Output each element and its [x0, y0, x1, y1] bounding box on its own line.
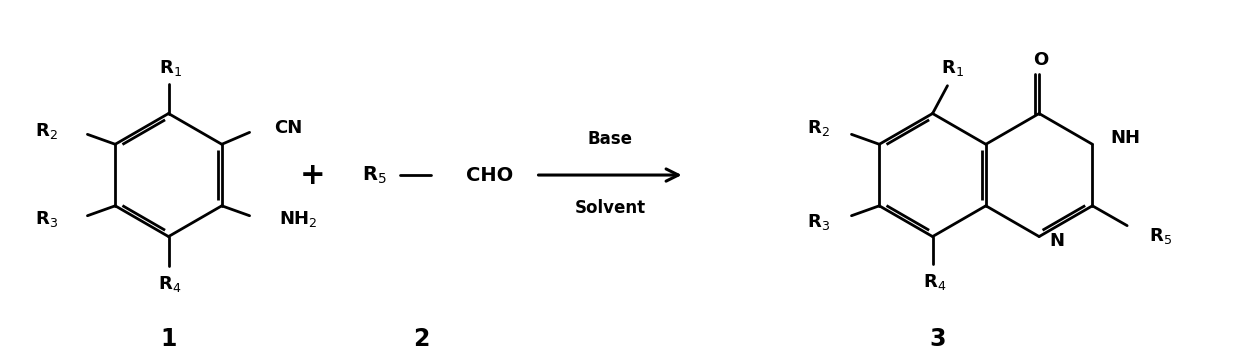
Text: +: +	[300, 161, 325, 189]
Text: R$_1$: R$_1$	[941, 58, 963, 78]
Text: R$_3$: R$_3$	[807, 212, 830, 232]
Text: NH: NH	[1110, 129, 1141, 147]
Text: O: O	[1033, 51, 1049, 69]
Text: R$_2$: R$_2$	[807, 118, 830, 138]
Text: R$_5$: R$_5$	[1149, 226, 1172, 246]
Text: 3: 3	[929, 327, 946, 351]
Text: R$_5$: R$_5$	[362, 165, 387, 186]
Text: CN: CN	[274, 120, 303, 138]
Text: R$_4$: R$_4$	[923, 272, 946, 292]
Text: Base: Base	[588, 130, 632, 148]
Text: 1: 1	[160, 327, 176, 351]
Text: R$_3$: R$_3$	[35, 209, 58, 229]
Text: Solvent: Solvent	[574, 199, 646, 217]
Text: 2: 2	[413, 327, 430, 351]
Text: R$_4$: R$_4$	[157, 274, 181, 294]
Text: NH$_2$: NH$_2$	[279, 209, 317, 229]
Text: CHO: CHO	[466, 166, 513, 185]
Text: N: N	[1049, 231, 1064, 249]
Text: R$_2$: R$_2$	[35, 121, 58, 141]
Text: R$_1$: R$_1$	[159, 58, 182, 78]
